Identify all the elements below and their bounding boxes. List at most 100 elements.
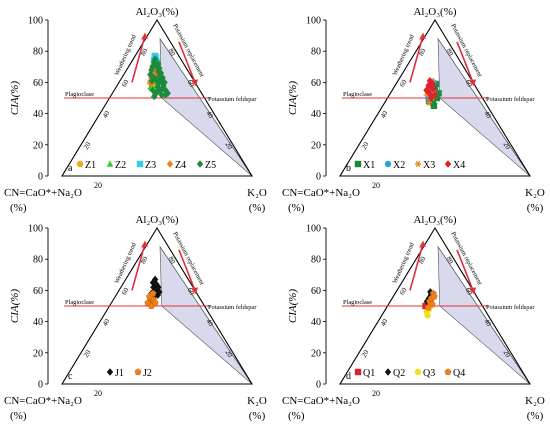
right-edge-tick-label: 60 bbox=[464, 78, 475, 88]
k2o-label: K₂O bbox=[525, 187, 545, 199]
y-tick-label: 80 bbox=[33, 47, 43, 58]
tie-line bbox=[159, 246, 253, 385]
legend-item: X1 bbox=[354, 160, 375, 171]
y-tick-label: 60 bbox=[311, 78, 321, 89]
left-edge-tick-label: 40 bbox=[379, 109, 390, 119]
legend-item: X2 bbox=[384, 160, 405, 171]
legend-item: Z3 bbox=[136, 160, 156, 171]
cn-unit-label: (%) bbox=[288, 410, 305, 422]
cn-unit-label: (%) bbox=[10, 410, 27, 422]
k2o-unit-label: (%) bbox=[249, 410, 266, 422]
cn-label: CN=CaO*+Na₂O bbox=[282, 395, 360, 407]
left-edge-tick-label: 80 bbox=[417, 47, 428, 57]
y-tick-label: 40 bbox=[33, 317, 43, 328]
panel-letter: b bbox=[346, 163, 351, 174]
legend-label: J1 bbox=[115, 368, 124, 379]
legend-item: X4 bbox=[444, 160, 465, 171]
legend-marker bbox=[106, 368, 114, 376]
kfeldspar-label: Potassium feldspar bbox=[486, 96, 535, 103]
legend-label: Q3 bbox=[423, 368, 435, 379]
replacement-arrow-head bbox=[469, 287, 476, 295]
replacement-arrow-shaft bbox=[456, 41, 474, 83]
legend-marker bbox=[444, 160, 452, 168]
weathering-arrow-head bbox=[141, 32, 148, 40]
data-point bbox=[425, 97, 433, 105]
data-point bbox=[149, 86, 156, 94]
legend-marker bbox=[196, 160, 204, 168]
data-point bbox=[158, 91, 165, 99]
replacement-arrow bbox=[178, 41, 198, 87]
left-edge-tick-label: 80 bbox=[139, 255, 150, 265]
y-tick-label: 40 bbox=[311, 109, 321, 120]
legend-label: J2 bbox=[143, 368, 152, 379]
legend-marker bbox=[414, 368, 422, 376]
k2o-label: K₂O bbox=[247, 395, 267, 407]
asterisk-stroke bbox=[426, 99, 432, 106]
data-point bbox=[151, 275, 159, 284]
left-edge-tick-label: 60 bbox=[120, 286, 131, 296]
legend-marker bbox=[354, 160, 362, 168]
legend-label: Z3 bbox=[145, 160, 156, 171]
left-edge-tick-label: 20 bbox=[82, 348, 93, 358]
data-point bbox=[150, 58, 158, 66]
data-point bbox=[425, 99, 433, 106]
weathering-arrow bbox=[409, 32, 426, 83]
weathering-arrow-shaft bbox=[409, 35, 424, 83]
y-tick-label: 80 bbox=[311, 47, 321, 58]
y-tick-label: 20 bbox=[33, 348, 43, 359]
y-tick-label: 60 bbox=[311, 286, 321, 297]
right-edge-tick-label: 40 bbox=[205, 110, 216, 120]
left-edge-tick-label: 40 bbox=[101, 109, 112, 119]
y-tick-label: 60 bbox=[33, 78, 43, 89]
panel-b: 0 20 40 60 80 100 CIA(%) 20 40 60 80 20 40 60 80 20 Plag… bbox=[282, 6, 545, 214]
y-tick-label: 80 bbox=[33, 255, 43, 266]
legend-marker bbox=[354, 368, 362, 376]
data-point bbox=[151, 92, 158, 101]
series-X4 bbox=[423, 77, 439, 102]
left-edge-tick-label: 80 bbox=[417, 255, 428, 265]
data-point bbox=[428, 300, 436, 308]
right-edge-tick-label: 60 bbox=[186, 286, 197, 296]
data-point bbox=[148, 66, 155, 74]
base-tick-label: 20 bbox=[94, 389, 102, 398]
left-edge-tick-label: 40 bbox=[379, 317, 390, 327]
data-point bbox=[156, 86, 163, 94]
y-tick-label: 100 bbox=[28, 16, 43, 27]
k2o-unit-label: (%) bbox=[527, 410, 544, 422]
data-point bbox=[430, 293, 438, 300]
replacement-arrow bbox=[456, 41, 476, 87]
panel-a: 0 20 40 60 80 100 CIA(%) 20 40 60 80 20 40 60 80 20 Plag… bbox=[4, 6, 267, 214]
legend-item: Z2 bbox=[106, 160, 126, 171]
y-tick-label: 100 bbox=[306, 16, 321, 27]
legend-item: J1 bbox=[106, 368, 124, 379]
legend-marker bbox=[76, 160, 84, 168]
plagioclase-label: Plagioclase bbox=[65, 299, 94, 306]
legend-label: Z5 bbox=[205, 160, 216, 171]
legend-item: Z4 bbox=[166, 160, 186, 171]
cn-label: CN=CaO*+Na₂O bbox=[282, 187, 360, 199]
legend-marker bbox=[384, 160, 392, 168]
right-edge-tick-label: 80 bbox=[445, 255, 456, 265]
data-point bbox=[433, 94, 441, 102]
weathering-arrow-shaft bbox=[131, 35, 146, 83]
replacement-arrow bbox=[178, 249, 198, 295]
data-point bbox=[146, 293, 153, 300]
data-point bbox=[161, 78, 168, 87]
plagioclase-label: Plagioclase bbox=[65, 91, 94, 98]
right-edge-tick-label: 80 bbox=[167, 255, 178, 265]
legend-marker bbox=[136, 160, 144, 168]
weathering-arrow bbox=[409, 240, 426, 291]
data-point bbox=[149, 63, 156, 71]
y-axis-label: CIA(%) bbox=[287, 289, 299, 324]
data-point bbox=[156, 78, 163, 87]
y-tick-label: 40 bbox=[33, 109, 43, 120]
data-point bbox=[429, 80, 436, 88]
legend-item: Q1 bbox=[354, 368, 375, 379]
y-axis-label: CIA(%) bbox=[9, 289, 21, 324]
k2o-unit-label: (%) bbox=[527, 202, 544, 214]
cn-unit-label: (%) bbox=[10, 202, 27, 214]
series-Q4 bbox=[424, 289, 438, 311]
y-tick-label: 100 bbox=[28, 224, 43, 235]
cn-unit-label: (%) bbox=[288, 202, 305, 214]
weathering-arrow-shaft bbox=[131, 243, 146, 291]
